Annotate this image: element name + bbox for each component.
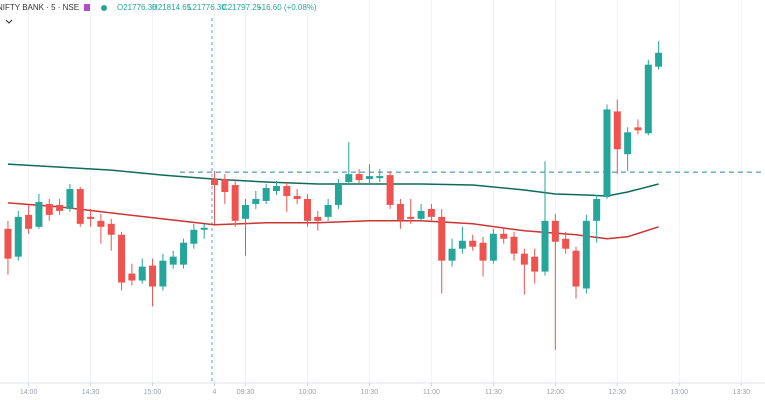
candle-body	[469, 240, 477, 247]
candle-body	[365, 176, 373, 180]
moving-average	[7, 202, 659, 240]
ohlc-high: H21814.65	[152, 3, 192, 12]
x-tick-label: 13:30	[732, 389, 750, 396]
candle-body	[272, 186, 280, 192]
ohlc-low: L21776.30	[188, 3, 226, 12]
candle-body	[355, 174, 363, 181]
candle-body	[87, 216, 95, 219]
x-tick-label: 11:30	[485, 389, 502, 396]
candle-body	[107, 223, 115, 235]
candle-body	[510, 236, 518, 254]
flag-icon	[84, 4, 90, 11]
candle-body	[376, 176, 384, 179]
candle-body	[427, 208, 435, 217]
ohlc-close: C21797.25	[222, 3, 262, 12]
ohlc-open: O21776.30	[117, 3, 157, 12]
candle-body	[489, 233, 497, 261]
candle-body	[97, 220, 105, 227]
candle-body	[25, 214, 33, 229]
candle-body	[180, 242, 188, 265]
x-tick-label: 15:00	[144, 389, 162, 396]
ohlc-change: +16.60 (+0.08%)	[257, 3, 317, 12]
status-dot	[101, 5, 107, 11]
candle-body	[303, 198, 311, 221]
symbol: NIFTY BANK · 5 · NSE	[0, 3, 79, 12]
candle-body	[655, 52, 663, 67]
candle-body	[283, 186, 291, 196]
candle-body	[593, 198, 601, 221]
candle-body	[500, 233, 508, 239]
candle-body	[624, 132, 632, 155]
x-tick-label: 12:00	[547, 389, 565, 396]
candle-body	[613, 111, 621, 150]
candle-body	[634, 127, 642, 131]
candle-body	[562, 238, 570, 249]
candle-body	[314, 216, 322, 221]
candle-body	[45, 203, 53, 215]
candle-body	[541, 220, 549, 272]
candle-body	[458, 240, 466, 249]
candle-body	[551, 220, 559, 242]
candle-body	[572, 250, 580, 287]
candle-body	[231, 185, 239, 221]
x-tick-label: 10:00	[299, 389, 317, 396]
candle-body	[56, 204, 64, 211]
candle-body	[644, 64, 652, 134]
candle-body	[14, 216, 22, 257]
candle-body	[531, 256, 539, 272]
candle-body	[221, 179, 229, 192]
candle-body	[396, 203, 404, 220]
candle-body	[252, 198, 260, 204]
candle-body	[520, 253, 528, 265]
candle-body	[582, 220, 590, 289]
candle-body	[386, 175, 394, 205]
candle-body	[4, 228, 12, 259]
candle-body	[211, 179, 219, 186]
x-tick-label: 10:30	[361, 389, 379, 396]
moving-average	[7, 163, 659, 197]
x-tick-label: 14:00	[20, 389, 38, 396]
candle-body	[118, 234, 126, 283]
candle-body	[324, 204, 332, 217]
candle-body	[169, 256, 177, 265]
candle-body	[159, 260, 167, 287]
candle-body	[293, 195, 301, 199]
candle-body	[149, 265, 157, 287]
collapse-button[interactable]	[5, 19, 13, 24]
x-tick-label: 11:00	[423, 389, 440, 396]
x-tick-label: 09:30	[237, 389, 255, 396]
candle-body	[128, 273, 136, 281]
candle-body	[345, 174, 353, 183]
candle-body	[35, 201, 43, 227]
x-tick-label: 14:30	[82, 389, 100, 396]
candle-body	[190, 229, 198, 244]
grid	[28, 0, 742, 383]
x-tick-label: 13:00	[671, 389, 689, 396]
candle-body	[66, 189, 74, 209]
candle-body	[407, 216, 415, 219]
candle-body	[334, 184, 342, 205]
candle-body	[241, 204, 249, 219]
candle-body	[438, 216, 446, 261]
candle-body	[479, 242, 487, 261]
candle-body	[262, 188, 270, 201]
candle-body	[138, 266, 146, 281]
candle-body	[76, 189, 84, 224]
x-tick-label: 12:30	[609, 389, 627, 396]
candle-body	[417, 210, 425, 219]
x-tick-label: 4	[213, 389, 217, 396]
candle-body	[448, 248, 456, 261]
candle-body	[603, 109, 611, 197]
candle-body	[200, 227, 208, 230]
